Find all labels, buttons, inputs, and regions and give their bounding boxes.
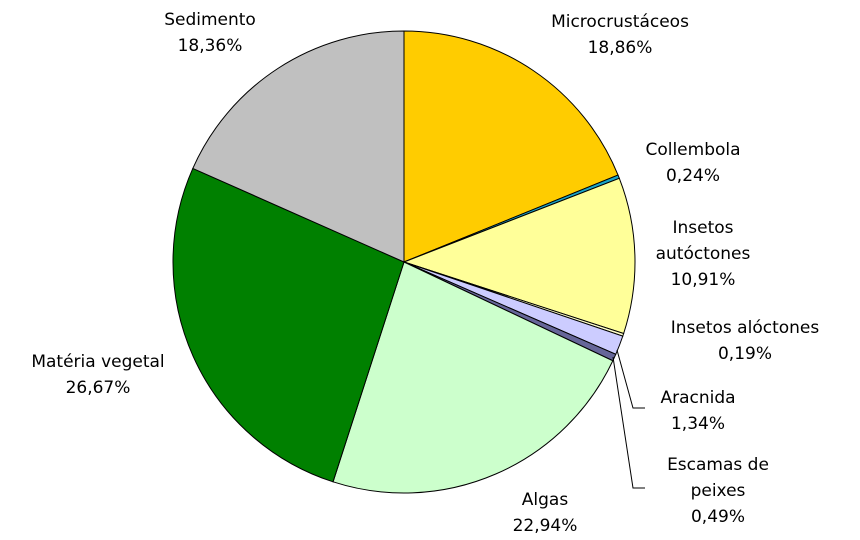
category-label: Insetos autóctones	[655, 218, 751, 264]
category-label: Sedimento	[164, 10, 256, 30]
pie-slice	[403, 30, 619, 263]
value-label: 0,24%	[665, 166, 720, 186]
pie-slice	[402, 177, 636, 335]
value-label: 18,86%	[587, 38, 653, 58]
value-label: 10,91%	[670, 270, 736, 290]
category-label: Matéria vegetal	[31, 352, 165, 372]
slice-label: Microcrustáceos 18,86%	[530, 9, 710, 61]
slice-label: Collembola 0,24%	[623, 137, 763, 189]
category-label: Escamas de peixes	[667, 455, 769, 501]
leader-line	[612, 356, 645, 489]
value-label: 22,94%	[512, 516, 578, 536]
leader-line	[616, 349, 645, 409]
slice-label: Aracnida 1,34%	[638, 385, 758, 437]
value-label: 0,19%	[717, 344, 772, 364]
pie-slice	[172, 167, 405, 483]
slice-label: Escamas de peixes 0,49%	[656, 452, 781, 530]
value-label: 18,36%	[177, 36, 243, 56]
value-label: 26,67%	[65, 378, 131, 398]
pie-slice	[192, 30, 405, 263]
category-label: Insetos alóctones	[670, 318, 820, 338]
category-label: Collembola	[645, 140, 741, 160]
slice-label: Insetos autóctones 10,91%	[647, 215, 759, 293]
slice-label: Algas 22,94%	[485, 487, 605, 539]
category-label: Algas	[521, 490, 569, 510]
value-label: 1,34%	[670, 414, 725, 434]
value-label: 0,49%	[690, 507, 745, 527]
slice-label: Matéria vegetal 26,67%	[3, 349, 193, 401]
category-label: Aracnida	[660, 388, 736, 408]
slice-label: Insetos alóctones 0,19%	[645, 315, 845, 367]
category-label: Microcrustáceos	[551, 12, 689, 32]
slice-label: Sedimento 18,36%	[140, 7, 280, 59]
pie-slice	[332, 261, 614, 494]
